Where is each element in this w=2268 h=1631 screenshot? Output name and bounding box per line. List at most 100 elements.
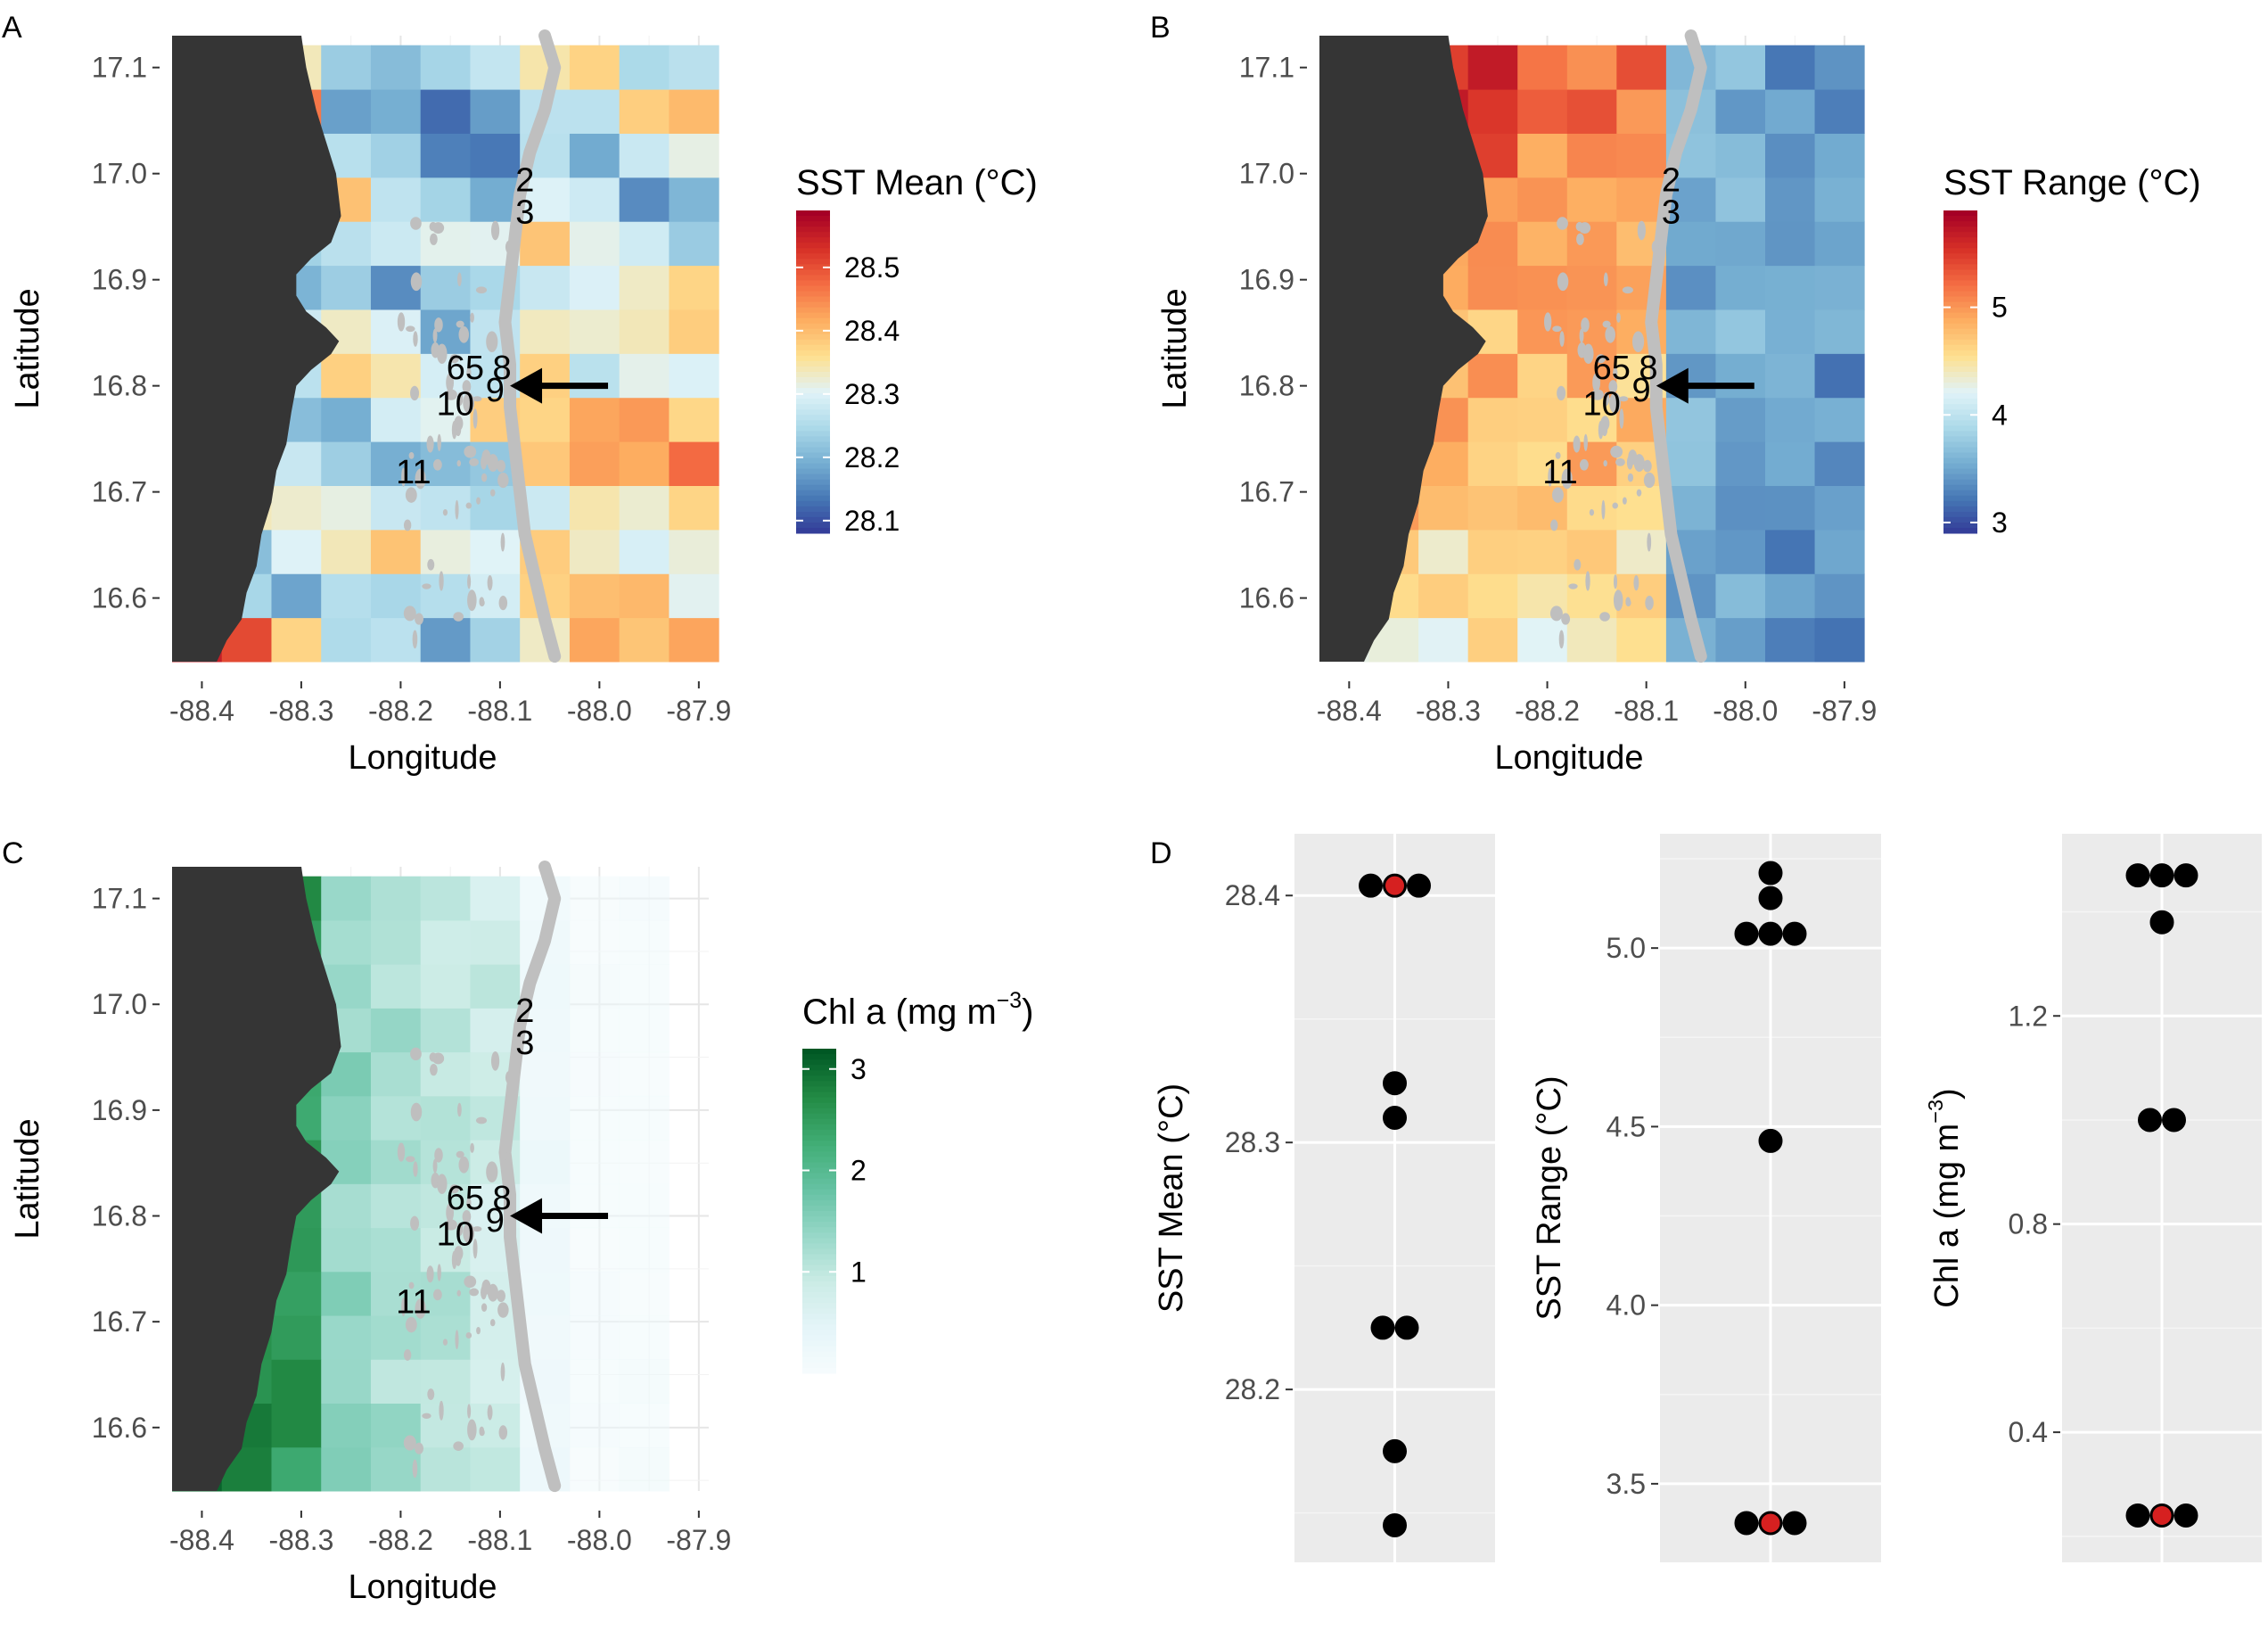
reef-patch <box>1613 574 1618 589</box>
raster-cell <box>1566 485 1617 531</box>
reef-patch <box>1555 451 1561 459</box>
raster-cell <box>619 45 670 90</box>
reef-patch <box>1601 499 1606 520</box>
raster-cell <box>1814 89 1865 134</box>
legend-swatch <box>802 1259 836 1266</box>
legend-swatch <box>802 1065 836 1071</box>
reef-patch <box>497 1302 509 1318</box>
reef-patch <box>1616 312 1621 323</box>
reef-patch <box>434 317 443 333</box>
raster-cell <box>1814 617 1865 663</box>
reef-patch <box>1642 459 1652 473</box>
reef-patch <box>403 1348 412 1361</box>
panel-letter-a: A <box>2 11 22 45</box>
raster-cell <box>1418 573 1469 619</box>
reef-patch <box>449 1184 459 1194</box>
raster-cell <box>420 221 471 267</box>
raster-cell <box>321 1359 372 1404</box>
legend-swatch <box>1943 415 1977 421</box>
raster-cell <box>520 1095 571 1141</box>
raster-cell <box>370 964 422 1009</box>
data-point <box>2149 863 2174 888</box>
site-label-65: 65 <box>447 1180 484 1217</box>
raster-cell <box>271 1359 322 1404</box>
site-label-3: 3 <box>515 194 534 231</box>
site-label-65: 65 <box>447 350 484 387</box>
strip-plot-1: 28.2 28.3 28.4 SST Mean (°C) <box>1153 834 1495 1562</box>
legend-tick-label: 2 <box>850 1155 867 1187</box>
legend-swatch <box>802 1157 836 1163</box>
y-tick-label: 3.5 <box>1606 1468 1646 1500</box>
raster-cell <box>370 1227 422 1273</box>
raster-cell <box>520 221 571 267</box>
strip-plot-2: 3.5 4.0 4.5 5.0 SST Range (°C) <box>1531 834 1881 1562</box>
legend-swatch <box>802 1324 836 1330</box>
legend-swatch <box>802 1362 836 1369</box>
reef-patch <box>505 1071 513 1084</box>
reef-patch <box>504 322 511 330</box>
legend-swatch <box>802 1167 836 1174</box>
reef-patch <box>405 1316 417 1333</box>
raster-cell <box>1616 617 1667 663</box>
data-point <box>1758 861 1783 886</box>
reef-patch <box>456 1222 464 1236</box>
legend-swatch <box>796 285 830 292</box>
reef-patch <box>472 408 478 429</box>
raster-cell <box>420 919 471 965</box>
legend-swatch <box>1943 275 1977 281</box>
reef-patch <box>442 508 448 516</box>
reef-patch <box>406 1156 415 1163</box>
reef-patch <box>456 391 464 406</box>
raster-cell <box>470 919 521 965</box>
raster-cell <box>569 1183 620 1229</box>
legend-swatch <box>1943 457 1977 465</box>
legend-swatch <box>802 1243 836 1249</box>
raster-cell <box>1814 45 1865 90</box>
legend-swatch <box>796 227 830 233</box>
legend-swatch <box>802 1238 836 1244</box>
x-tick-label: -88.4 <box>1317 695 1382 727</box>
reef-patch <box>469 457 480 466</box>
raster-cell <box>1517 89 1568 134</box>
reef-patch <box>1637 220 1646 241</box>
legend-tick-label: 28.5 <box>844 251 900 284</box>
legend-swatch <box>796 506 830 513</box>
raster-cell <box>420 177 471 222</box>
raster-cell <box>1517 133 1568 178</box>
raster-cell <box>470 133 521 178</box>
reef-patch <box>487 574 493 591</box>
legend-swatch <box>802 1173 836 1180</box>
raster-cell <box>619 1183 670 1229</box>
reef-patch <box>456 320 464 328</box>
raster-cell <box>1616 529 1667 574</box>
legend-swatch <box>796 253 830 259</box>
site-label-2: 2 <box>515 993 534 1030</box>
raster-cell <box>1616 89 1667 134</box>
raster-cell <box>1566 265 1617 310</box>
raster-cell <box>321 397 372 442</box>
reef-patch <box>430 233 438 245</box>
legend-swatch <box>1943 431 1977 437</box>
legend-swatch <box>802 1124 836 1131</box>
legend-swatch <box>796 275 830 281</box>
reef-patch <box>1561 468 1573 490</box>
data-point <box>1758 886 1783 910</box>
legend-swatch <box>1943 511 1977 518</box>
raster-cell <box>271 1403 322 1448</box>
y-tick-label: 1.2 <box>2009 1000 2048 1032</box>
reef-patch <box>1628 449 1638 465</box>
reef-patch <box>1598 420 1604 440</box>
data-point <box>2162 1108 2186 1133</box>
reef-patch <box>449 354 459 364</box>
legend-swatch <box>1943 221 1977 227</box>
legend-swatch <box>1943 232 1977 238</box>
legend-swatch <box>796 355 830 362</box>
arrow-head <box>510 367 543 404</box>
reef-patch <box>1596 354 1606 364</box>
reef-patch <box>1573 435 1581 453</box>
legend-swatch <box>1943 372 1977 378</box>
legend-swatch <box>1943 490 1977 497</box>
raster-cell <box>1765 177 1816 222</box>
raster-cell <box>321 89 372 134</box>
raster-cell <box>569 876 620 921</box>
